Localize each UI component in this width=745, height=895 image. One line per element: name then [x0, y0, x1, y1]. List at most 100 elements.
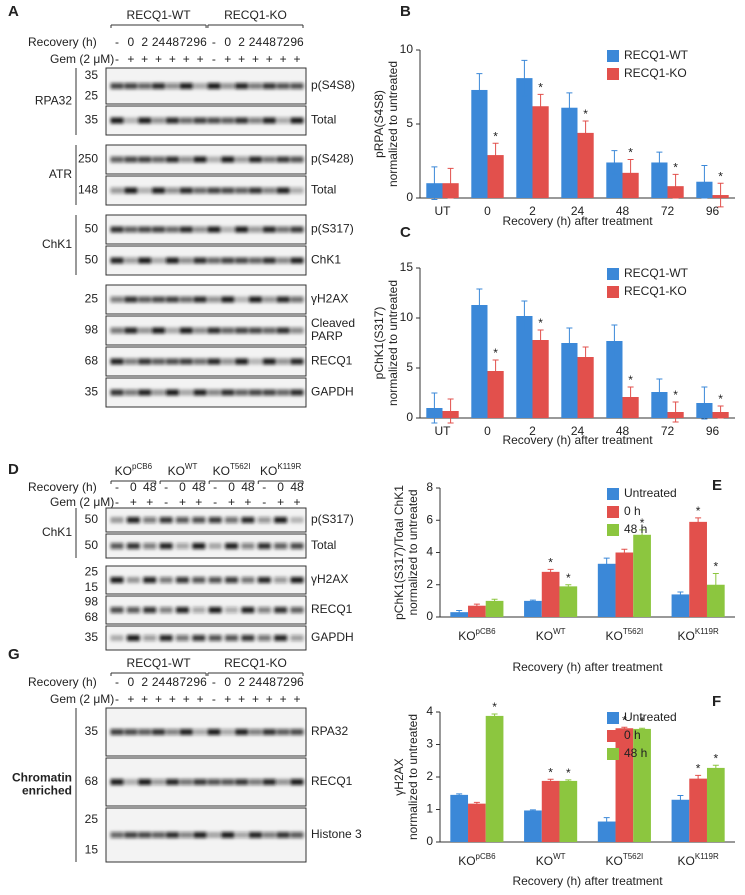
x-tick-label-sup: K119R	[695, 627, 719, 636]
lane-label: 2	[238, 675, 245, 689]
legend-swatch	[607, 712, 619, 724]
legend-swatch	[607, 286, 619, 298]
band	[143, 635, 157, 641]
band	[179, 257, 193, 264]
lane-label: +	[146, 495, 153, 509]
lane-label: 0	[224, 675, 231, 689]
band	[152, 257, 166, 264]
lane-label: -	[164, 495, 168, 509]
lane-label: +	[252, 52, 259, 66]
band	[143, 577, 157, 583]
bar	[633, 534, 651, 617]
panel-letter: A	[8, 3, 19, 20]
lane-label: +	[197, 692, 204, 706]
lane-label: 2	[141, 675, 148, 689]
lane-label: -	[164, 480, 168, 494]
band	[179, 389, 193, 396]
x-tick-label: KOWT	[536, 852, 566, 868]
x-tick-label: 72	[661, 204, 675, 218]
error-bar	[565, 779, 572, 783]
band	[110, 257, 124, 264]
bands	[110, 635, 304, 641]
bar	[606, 162, 623, 198]
legend-label: 48 h	[624, 746, 647, 760]
band	[138, 257, 152, 264]
error-bar	[566, 327, 573, 359]
x-tick-label: UT	[435, 204, 452, 218]
lane-label: -	[115, 480, 119, 494]
legend-label: 0 h	[624, 728, 641, 742]
y-tick-label: 2	[426, 769, 433, 783]
lane-label: +	[252, 692, 259, 706]
group-label-sup: WT	[185, 462, 198, 471]
lane-label: 48	[143, 480, 157, 494]
band	[221, 729, 235, 735]
lane-label: +	[293, 495, 300, 509]
lane-label: +	[197, 52, 204, 66]
bar	[471, 89, 488, 198]
band	[143, 517, 157, 523]
band	[165, 832, 179, 838]
band	[276, 296, 290, 303]
band	[138, 296, 152, 303]
band	[221, 832, 235, 838]
x-tick-label: 24	[571, 424, 585, 438]
bands	[110, 226, 304, 233]
y-axis-label: normalized to untreated	[386, 280, 400, 406]
group-bracket	[207, 24, 304, 28]
lane-label: +	[277, 495, 284, 509]
bands	[110, 832, 304, 838]
band	[165, 226, 179, 233]
lane-label: +	[228, 495, 235, 509]
lane-label: 72	[180, 675, 194, 689]
band	[193, 83, 207, 89]
band	[257, 543, 271, 549]
significance-mark: *	[628, 373, 633, 387]
bar	[651, 162, 668, 198]
size-marker: 25	[85, 292, 99, 306]
lane-label: +	[127, 692, 134, 706]
band	[193, 187, 207, 194]
blot-label: Total	[311, 183, 336, 197]
band	[193, 156, 207, 163]
x-tick-label-base: KO	[678, 854, 695, 868]
band	[290, 832, 304, 838]
error-bar	[566, 92, 573, 124]
band	[274, 517, 288, 523]
size-marker: 68	[85, 774, 99, 788]
lane-label: 0	[228, 480, 235, 494]
group-label: RECQ1-WT	[127, 8, 192, 22]
blot-label: p(S317)	[311, 222, 354, 236]
group-bracket	[257, 480, 304, 484]
size-marker: 25	[85, 564, 99, 578]
protein-label: ChK1	[42, 525, 72, 539]
y-axis-label: pChK1(S317)/Total ChK1	[392, 485, 406, 620]
lane-label: 2	[141, 35, 148, 49]
band	[110, 543, 124, 549]
lane-label: -	[212, 52, 216, 66]
significance-mark: *	[673, 160, 678, 174]
significance-mark: *	[713, 751, 718, 765]
x-tick-label-base: KO	[605, 629, 622, 643]
error-bar	[611, 150, 618, 175]
band	[152, 156, 166, 163]
x-axis-label: Recovery (h) after treatment	[502, 433, 653, 447]
lane-label: -	[262, 495, 266, 509]
band	[159, 635, 173, 641]
recovery-label: Recovery (h)	[28, 675, 97, 689]
band	[290, 327, 304, 334]
band	[262, 327, 276, 334]
band	[290, 389, 304, 396]
bands	[110, 83, 304, 89]
band	[110, 327, 124, 334]
lane-label: 24	[249, 675, 263, 689]
error-bar	[695, 517, 702, 527]
group-label-base: KO	[213, 464, 230, 478]
y-axis-label: normalized to untreated	[386, 61, 400, 187]
band	[276, 156, 290, 163]
lane-label: -	[213, 495, 217, 509]
legend-label: RECQ1-KO	[624, 284, 687, 298]
significance-mark: *	[492, 700, 497, 714]
band	[193, 257, 207, 264]
legend-swatch	[607, 268, 619, 280]
